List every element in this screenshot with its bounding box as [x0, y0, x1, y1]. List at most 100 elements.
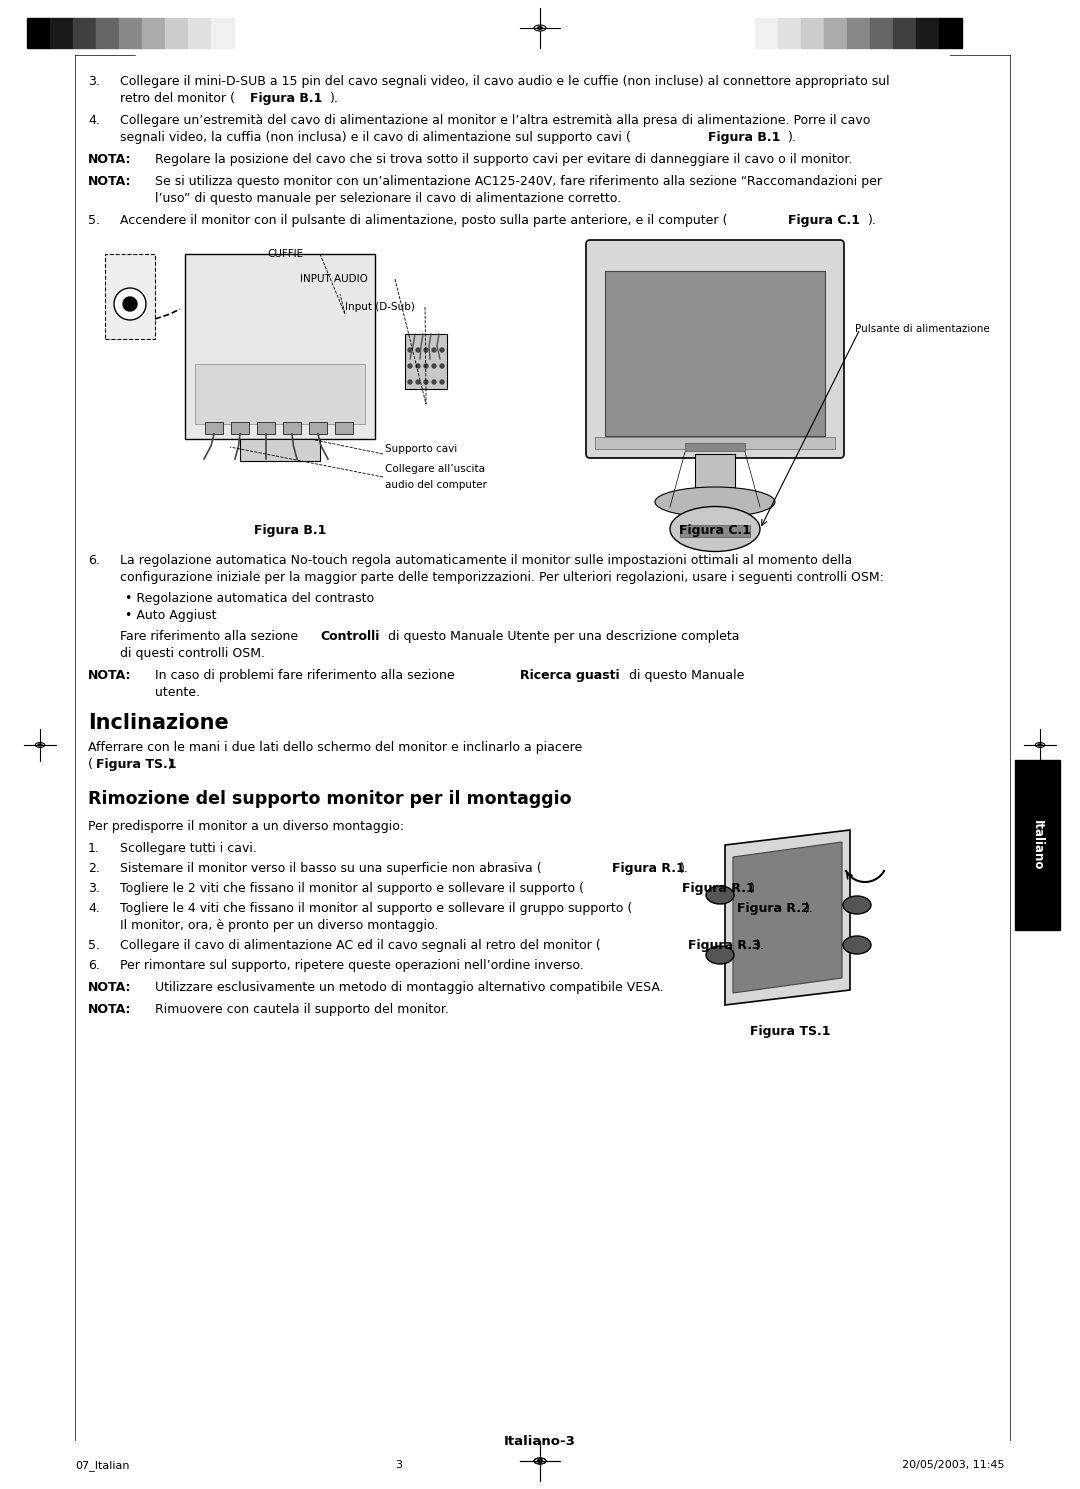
Text: Figura R.3: Figura R.3 [688, 940, 760, 951]
Bar [309, 421, 327, 433]
Text: Il monitor, ora, è pronto per un diverso montaggio.: Il monitor, ora, è pronto per un diverso… [120, 919, 438, 932]
Bar [696, 454, 735, 488]
Text: di questi controlli OSM.: di questi controlli OSM. [120, 648, 265, 660]
Text: NOTA:: NOTA: [87, 176, 132, 188]
Bar [755, 18, 778, 48]
Circle shape [440, 380, 444, 384]
Text: utente.: utente. [156, 686, 200, 698]
Text: Inclinazione: Inclinazione [87, 713, 229, 733]
Text: Togliere le 4 viti che fissano il monitor al supporto e sollevare il gruppo supp: Togliere le 4 viti che fissano il monito… [120, 902, 632, 916]
Bar [405, 334, 447, 389]
Circle shape [123, 296, 137, 311]
Bar [73, 18, 96, 48]
Circle shape [440, 348, 444, 351]
Text: 4.: 4. [87, 115, 99, 127]
Ellipse shape [38, 744, 42, 746]
Text: Figura C.1: Figura C.1 [788, 214, 860, 226]
Text: 3: 3 [395, 1461, 402, 1470]
Bar [240, 439, 320, 462]
Bar [165, 18, 188, 48]
Text: La regolazione automatica No-touch regola automaticamente il monitor sulle impos: La regolazione automatica No-touch regol… [120, 554, 852, 567]
Text: ).: ). [168, 758, 177, 771]
Circle shape [424, 380, 428, 384]
Text: Figura TS.1: Figura TS.1 [96, 758, 176, 771]
Polygon shape [725, 829, 850, 1005]
Bar [680, 526, 750, 538]
Text: ).: ). [788, 131, 797, 144]
Text: Rimozione del supporto monitor per il montaggio: Rimozione del supporto monitor per il mo… [87, 791, 571, 809]
Text: Scollegare tutti i cavi.: Scollegare tutti i cavi. [120, 841, 257, 855]
Text: Collegare il cavo di alimentazione AC ed il cavo segnali al retro del monitor (: Collegare il cavo di alimentazione AC ed… [120, 940, 600, 951]
Text: Afferrare con le mani i due lati dello schermo del monitor e inclinarlo a piacer: Afferrare con le mani i due lati dello s… [87, 742, 582, 753]
Text: retro del monitor (: retro del monitor ( [120, 92, 234, 106]
Text: ).: ). [680, 862, 689, 876]
Text: 20/05/2003, 11:45: 20/05/2003, 11:45 [903, 1461, 1005, 1470]
FancyBboxPatch shape [586, 240, 843, 459]
Text: Figura B.1: Figura B.1 [249, 92, 322, 106]
Bar [105, 255, 156, 339]
Text: CUFFIE: CUFFIE [267, 249, 303, 259]
Ellipse shape [670, 506, 760, 551]
Bar [824, 18, 847, 48]
Text: 3.: 3. [87, 881, 99, 895]
Bar [205, 421, 222, 433]
Text: NOTA:: NOTA: [87, 669, 132, 682]
Text: Figura R.2: Figura R.2 [737, 902, 810, 916]
Text: Rimuovere con cautela il supporto del monitor.: Rimuovere con cautela il supporto del mo… [156, 1004, 449, 1015]
Circle shape [114, 287, 146, 320]
Ellipse shape [538, 1459, 542, 1462]
Bar [801, 18, 824, 48]
Bar [27, 18, 50, 48]
Bar [685, 444, 745, 451]
Text: NOTA:: NOTA: [87, 153, 132, 165]
Bar [211, 18, 234, 48]
Ellipse shape [706, 946, 734, 963]
Bar [605, 271, 825, 436]
Circle shape [424, 348, 428, 351]
Bar [893, 18, 916, 48]
Circle shape [416, 348, 420, 351]
Text: 4.: 4. [87, 902, 99, 916]
Text: Italiano-3: Italiano-3 [504, 1435, 576, 1447]
Text: ).: ). [756, 940, 765, 951]
Bar [335, 421, 353, 433]
Text: di questo Manuale: di questo Manuale [625, 669, 744, 682]
Text: di questo Manuale Utente per una descrizione completa: di questo Manuale Utente per una descriz… [384, 630, 740, 643]
Ellipse shape [1038, 744, 1042, 746]
Bar [870, 18, 893, 48]
Text: Sistemare il monitor verso il basso su una superficie non abrasiva (: Sistemare il monitor verso il basso su u… [120, 862, 542, 876]
Text: Collegare all’uscita: Collegare all’uscita [384, 465, 485, 474]
Text: Figura R.1: Figura R.1 [612, 862, 685, 876]
Text: Input (D-Sub): Input (D-Sub) [345, 302, 415, 313]
Text: Per predisporre il monitor a un diverso montaggio:: Per predisporre il monitor a un diverso … [87, 820, 404, 832]
Text: In caso di problemi fare riferimento alla sezione: In caso di problemi fare riferimento all… [156, 669, 459, 682]
Text: Regolare la posizione del cavo che si trova sotto il supporto cavi per evitare d: Regolare la posizione del cavo che si tr… [156, 153, 852, 165]
Text: configurazione iniziale per la maggior parte delle temporizzazioni. Per ulterior: configurazione iniziale per la maggior p… [120, 570, 883, 584]
Bar [188, 18, 211, 48]
Text: 6.: 6. [87, 554, 99, 567]
Text: Per rimontare sul supporto, ripetere queste operazioni nell’ordine inverso.: Per rimontare sul supporto, ripetere que… [120, 959, 584, 972]
Ellipse shape [654, 487, 775, 517]
Bar [231, 421, 249, 433]
Circle shape [408, 380, 411, 384]
Text: Supporto cavi: Supporto cavi [384, 444, 457, 454]
Bar [916, 18, 939, 48]
Text: NOTA:: NOTA: [87, 981, 132, 995]
Text: Figura B.1: Figura B.1 [708, 131, 781, 144]
Bar [257, 421, 275, 433]
Text: ): ) [750, 881, 755, 895]
Bar [96, 18, 119, 48]
Text: Figura B.1: Figura B.1 [254, 524, 326, 538]
Bar [778, 18, 801, 48]
Bar [141, 18, 165, 48]
Text: Figura R.1: Figura R.1 [681, 881, 755, 895]
Text: 5.: 5. [87, 214, 100, 226]
Text: Fare riferimento alla sezione: Fare riferimento alla sezione [120, 630, 302, 643]
Bar [939, 18, 962, 48]
Ellipse shape [706, 886, 734, 904]
Text: (: ( [87, 758, 93, 771]
Text: 2.: 2. [87, 862, 99, 876]
Text: Utilizzare esclusivamente un metodo di montaggio alternativo compatibile VESA.: Utilizzare esclusivamente un metodo di m… [156, 981, 663, 995]
Ellipse shape [538, 1459, 542, 1462]
Text: 07_Italian: 07_Italian [75, 1461, 130, 1471]
